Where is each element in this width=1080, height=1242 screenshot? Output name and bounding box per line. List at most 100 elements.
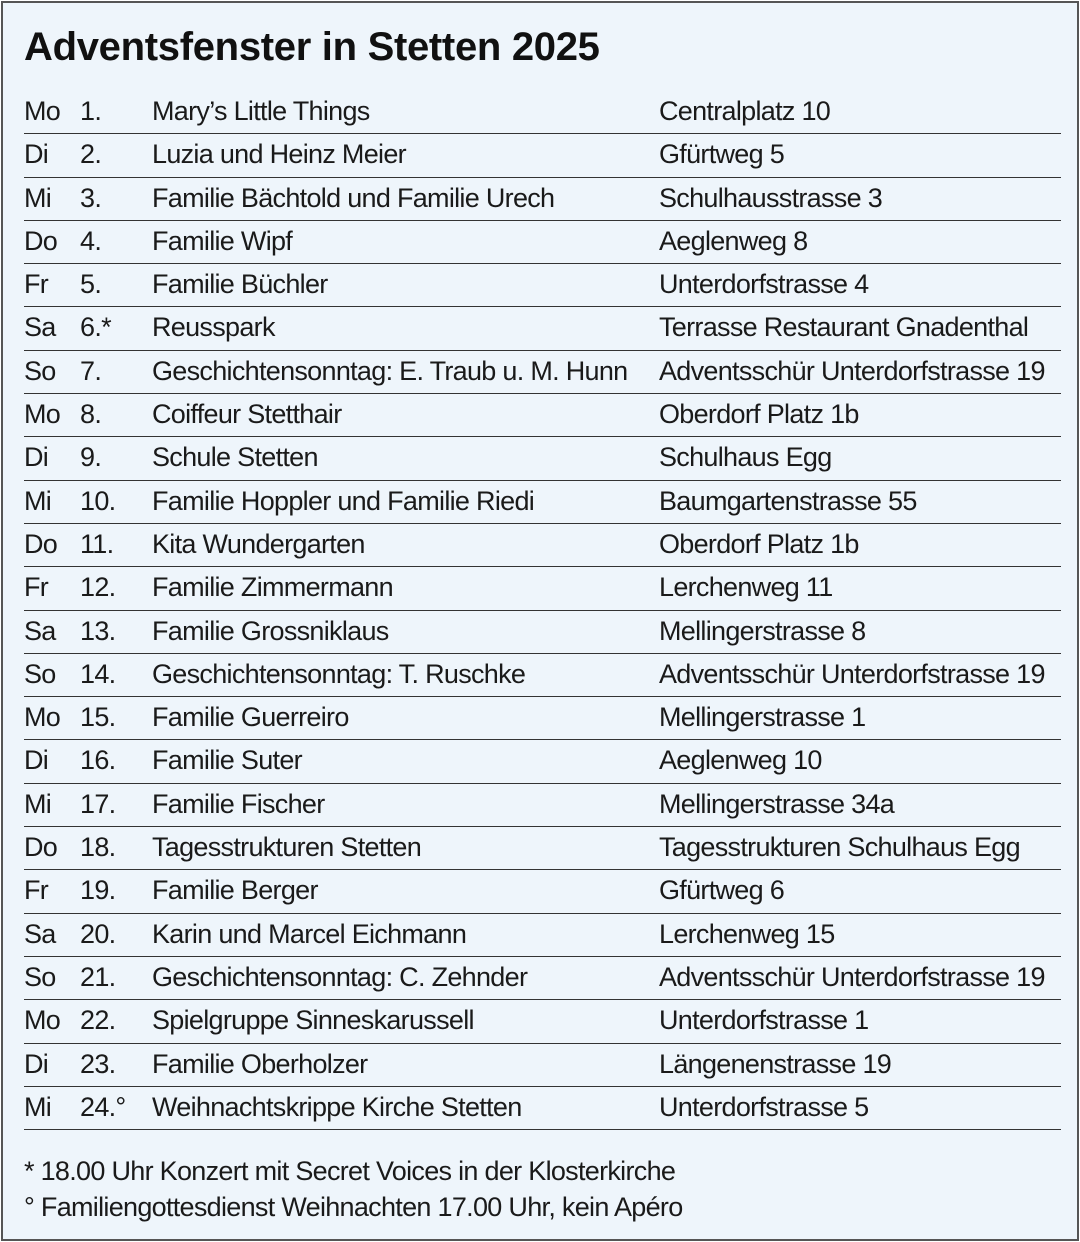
table-row: Mo 22. Spielgruppe Sinneskarussell Unterdor… — [24, 1000, 1061, 1044]
host-cell: Familie Hoppler und Familie Riedi — [152, 485, 535, 516]
date-cell: 12. — [80, 572, 116, 603]
host-cell: Familie Fischer — [152, 788, 325, 819]
host-cell: Familie Büchler — [152, 269, 328, 300]
address-cell: Mellingerstrasse 34a — [659, 788, 895, 819]
day-cell: Do — [24, 225, 58, 256]
address-cell: Adventsschür Unterdorfstrasse 19 — [659, 355, 1045, 386]
date-cell: 17. — [80, 788, 116, 819]
table-row: Mi 24.° Weihnachtskrippe Kirche Stetten Unt… — [24, 1087, 1061, 1131]
address-cell: Tagesstrukturen Schulhaus Egg — [659, 832, 1021, 863]
table-row: Mi 10. Familie Hoppler und Familie Riedi Ba… — [24, 481, 1061, 524]
host-cell: Familie Bächtold und Familie Urech — [152, 182, 555, 213]
date-cell: 9. — [80, 442, 102, 473]
table-row: So 14. Geschichtensonntag: T. Ruschke Adven… — [24, 654, 1061, 698]
day-cell: Mi — [24, 182, 52, 213]
date-cell: 4. — [80, 225, 102, 256]
address-cell: Adventsschür Unterdorfstrasse 19 — [659, 961, 1045, 992]
table-row: Fr 19. Familie Berger Gfürtweg 6 — [24, 870, 1061, 914]
address-cell: Terrasse Restaurant Gnadenthal — [659, 312, 1029, 343]
day-cell: So — [24, 355, 56, 386]
date-cell: 18. — [80, 832, 116, 863]
day-cell: Fr — [24, 269, 49, 300]
table-row: Do 11. Kita Wundergarten Oberdorf Platz 1b — [24, 524, 1061, 568]
table-row: Sa 6.* Reusspark Terrasse Restaurant Gnaden… — [24, 307, 1061, 351]
date-cell: 13. — [80, 615, 116, 646]
address-cell: Adventsschür Unterdorfstrasse 19 — [659, 658, 1045, 689]
day-cell: Di — [24, 442, 49, 473]
day-cell: Fr — [24, 875, 49, 906]
date-cell: 3. — [80, 182, 102, 213]
day-cell: Mo — [24, 399, 61, 430]
host-cell: Coiffeur Stetthair — [152, 399, 342, 430]
host-cell: Geschichtensonntag: T. Ruschke — [152, 658, 526, 689]
host-cell: Familie Guerreiro — [152, 702, 349, 733]
date-cell: 22. — [80, 1005, 116, 1036]
address-cell: Gfürtweg 5 — [659, 139, 785, 170]
address-cell: Oberdorf Platz 1b — [659, 399, 859, 430]
address-cell: Schulhaus Egg — [659, 442, 832, 473]
day-cell: Mi — [24, 485, 52, 516]
table-row: Fr 5. Familie Büchler Unterdorfstrasse 4 — [24, 264, 1061, 308]
day-cell: Do — [24, 528, 58, 559]
host-cell: Reusspark — [152, 312, 275, 343]
day-cell: Mo — [24, 96, 61, 126]
address-cell: Gfürtweg 6 — [659, 875, 785, 906]
table-row: Mi 3. Familie Bächtold und Familie Urech Sc… — [24, 178, 1061, 221]
host-cell: Mary’s Little Things — [152, 96, 370, 126]
host-cell: Schule Stetten — [152, 442, 319, 473]
footnote-degree: ° Familiengottesdienst Weihnachten 17.00… — [24, 1192, 683, 1222]
host-cell: Karin und Marcel Eichmann — [152, 918, 467, 949]
day-cell: So — [24, 961, 56, 992]
address-cell: Längenenstrasse 19 — [659, 1048, 892, 1079]
date-cell: 11. — [80, 528, 114, 559]
address-cell: Unterdorfstrasse 1 — [659, 1005, 869, 1036]
date-cell: 2. — [80, 139, 102, 170]
table-row: Mo 1. Mary’s Little Things Centralplatz 10 — [24, 91, 1061, 135]
host-cell: Familie Oberholzer — [152, 1048, 368, 1079]
table-row: Sa 13. Familie Grossniklaus Mellingerstrass… — [24, 611, 1061, 654]
address-cell: Mellingerstrasse 1 — [659, 702, 866, 733]
table-row: Fr 12. Familie Zimmermann Lerchenweg 11 — [24, 567, 1061, 611]
date-cell: 8. — [80, 399, 102, 430]
date-cell: 19. — [80, 875, 116, 906]
host-cell: Luzia und Heinz Meier — [152, 139, 407, 170]
day-cell: Do — [24, 832, 58, 863]
day-cell: Fr — [24, 572, 49, 603]
date-cell: 7. — [80, 355, 102, 386]
table-row: So 21. Geschichtensonntag: C. Zehnder Adven… — [24, 957, 1061, 1001]
host-cell: Familie Suter — [152, 745, 303, 776]
date-cell: 23. — [80, 1048, 116, 1079]
footnote-asterisk: * 18.00 Uhr Konzert mit Secret Voices in… — [24, 1156, 676, 1186]
day-cell: Mi — [24, 788, 52, 819]
date-cell: 20. — [80, 918, 116, 949]
host-cell: Weihnachtskrippe Kirche Stetten — [152, 1091, 522, 1122]
date-cell: 14. — [80, 658, 116, 689]
table-row: Di 9. Schule Stetten Schulhaus Egg — [24, 437, 1061, 481]
footnotes: * 18.00 Uhr Konzert mit Secret Voices in… — [24, 1153, 683, 1225]
day-cell: Di — [24, 139, 49, 170]
table-row: Mo 8. Coiffeur Stetthair Oberdorf Platz 1b — [24, 394, 1061, 438]
table-row: Di 23. Familie Oberholzer Längenenstrasse 1… — [24, 1044, 1061, 1087]
day-cell: Mo — [24, 1005, 61, 1036]
address-cell: Aeglenweg 8 — [659, 225, 808, 256]
table-row: Do 4. Familie Wipf Aeglenweg 8 — [24, 221, 1061, 265]
date-cell: 16. — [80, 745, 116, 776]
address-cell: Lerchenweg 11 — [659, 572, 833, 603]
day-cell: Sa — [24, 918, 56, 949]
host-cell: Geschichtensonntag: E. Traub u. M. Hunn — [152, 355, 628, 386]
page-title: Adventsfenster in Stetten 2025 — [24, 25, 600, 69]
schedule-table: Mo 1. Mary’s Little Things Centralplatz 10 D… — [24, 91, 1061, 1131]
host-cell: Familie Berger — [152, 875, 318, 906]
day-cell: So — [24, 658, 56, 689]
day-cell: Mi — [24, 1091, 52, 1122]
address-cell: Centralplatz 10 — [659, 96, 831, 126]
host-cell: Familie Zimmermann — [152, 572, 394, 603]
date-cell: 15. — [80, 702, 116, 733]
address-cell: Mellingerstrasse 8 — [659, 615, 866, 646]
host-cell: Spielgruppe Sinneskarussell — [152, 1005, 475, 1036]
address-cell: Unterdorfstrasse 5 — [659, 1091, 869, 1122]
date-cell: 1. — [80, 96, 102, 126]
day-cell: Mo — [24, 702, 61, 733]
date-cell: 21. — [80, 961, 116, 992]
